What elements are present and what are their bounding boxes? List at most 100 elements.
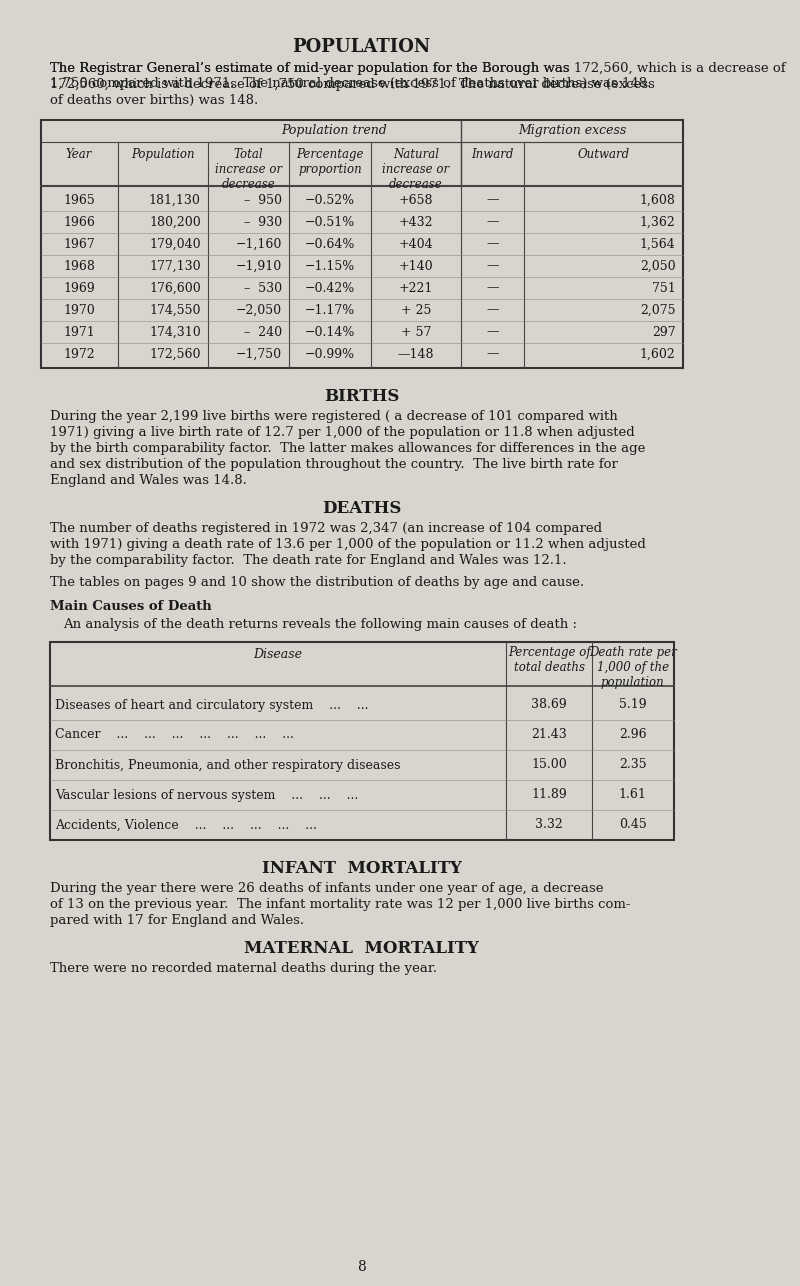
Text: 1970: 1970 <box>63 303 95 316</box>
Text: 2.35: 2.35 <box>619 759 646 772</box>
Text: 11.89: 11.89 <box>531 788 567 801</box>
Text: 1,362: 1,362 <box>639 216 675 229</box>
Text: −1.17%: −1.17% <box>305 303 355 316</box>
Text: Natural
increase or
decrease: Natural increase or decrease <box>382 148 450 192</box>
Text: –  240: – 240 <box>244 325 282 338</box>
Text: −0.52%: −0.52% <box>305 193 355 207</box>
Text: Year: Year <box>66 148 92 161</box>
Text: 0.45: 0.45 <box>619 818 646 832</box>
Text: —: — <box>486 238 499 251</box>
Text: –  530: – 530 <box>244 282 282 294</box>
Text: 3.32: 3.32 <box>535 818 563 832</box>
Text: Outward: Outward <box>578 148 630 161</box>
Text: 180,200: 180,200 <box>149 216 201 229</box>
Text: The Registrar General’s estimate of mid-year population for the Borough was: The Registrar General’s estimate of mid-… <box>50 62 570 75</box>
Text: with 1971) giving a death rate of 13.6 per 1,000 of the population or 11.2 when : with 1971) giving a death rate of 13.6 p… <box>50 538 646 550</box>
Text: 179,040: 179,040 <box>149 238 201 251</box>
Text: −1,160: −1,160 <box>236 238 282 251</box>
Text: Migration excess: Migration excess <box>518 123 626 138</box>
Text: + 25: + 25 <box>401 303 431 316</box>
Text: During the year there were 26 deaths of infants under one year of age, a decreas: During the year there were 26 deaths of … <box>50 882 603 895</box>
Text: Main Causes of Death: Main Causes of Death <box>50 601 211 613</box>
Text: There were no recorded maternal deaths during the year.: There were no recorded maternal deaths d… <box>50 962 437 975</box>
Text: of 13 on the previous year.  The infant mortality rate was 12 per 1,000 live bir: of 13 on the previous year. The infant m… <box>50 898 630 910</box>
Text: 174,550: 174,550 <box>150 303 201 316</box>
Text: by the birth comparability factor.  The latter makes allowances for differences : by the birth comparability factor. The l… <box>50 442 645 455</box>
Text: 1968: 1968 <box>63 260 95 273</box>
Text: 1965: 1965 <box>63 193 95 207</box>
Text: 172,560, which is a decrease of 1,750 compared with 1971.  The natural decrease : 172,560, which is a decrease of 1,750 co… <box>50 78 654 91</box>
Bar <box>50 642 674 840</box>
Text: 15.00: 15.00 <box>531 759 567 772</box>
Text: by the comparability factor.  The death rate for England and Wales was 12.1.: by the comparability factor. The death r… <box>50 554 566 567</box>
Text: Bronchitis, Pneumonia, and other respiratory diseases: Bronchitis, Pneumonia, and other respira… <box>55 759 401 772</box>
Text: Death rate per
1,000 of the
population: Death rate per 1,000 of the population <box>589 646 677 689</box>
Text: −1.15%: −1.15% <box>305 260 355 273</box>
Text: pared with 17 for England and Wales.: pared with 17 for England and Wales. <box>50 914 304 927</box>
Text: 5.19: 5.19 <box>619 698 646 711</box>
Text: 2,050: 2,050 <box>640 260 675 273</box>
Text: –  930: – 930 <box>244 216 282 229</box>
Text: 297: 297 <box>652 325 675 338</box>
Text: The number of deaths registered in 1972 was 2,347 (an increase of 104 compared: The number of deaths registered in 1972 … <box>50 522 602 535</box>
Text: +432: +432 <box>398 216 433 229</box>
Text: —: — <box>486 282 499 294</box>
Text: 2,075: 2,075 <box>640 303 675 316</box>
Text: 1.61: 1.61 <box>619 788 646 801</box>
Text: The Registrar General’s estimate of mid-year population for the Borough was 172,: The Registrar General’s estimate of mid-… <box>50 62 786 90</box>
Text: of deaths over births) was 148.: of deaths over births) was 148. <box>50 94 258 107</box>
Text: −0.51%: −0.51% <box>305 216 355 229</box>
Text: The tables on pages 9 and 10 show the distribution of deaths by age and cause.: The tables on pages 9 and 10 show the di… <box>50 576 584 589</box>
Text: 38.69: 38.69 <box>531 698 567 711</box>
Text: Population trend: Population trend <box>282 123 387 138</box>
Text: Inward: Inward <box>471 148 514 161</box>
Text: 1,602: 1,602 <box>639 347 675 360</box>
Text: Population: Population <box>131 148 194 161</box>
Text: and sex distribution of the population throughout the country.  The live birth r: and sex distribution of the population t… <box>50 458 618 471</box>
Text: −0.42%: −0.42% <box>305 282 355 294</box>
Text: 1,608: 1,608 <box>639 193 675 207</box>
Text: Cancer    ...    ...    ...    ...    ...    ...    ...: Cancer ... ... ... ... ... ... ... <box>55 728 294 742</box>
Text: An analysis of the death returns reveals the following main causes of death :: An analysis of the death returns reveals… <box>63 619 578 631</box>
Text: 172,560: 172,560 <box>150 347 201 360</box>
Text: Vascular lesions of nervous system    ...    ...    ...: Vascular lesions of nervous system ... .… <box>55 788 358 801</box>
Text: INFANT  MORTALITY: INFANT MORTALITY <box>262 860 462 877</box>
Text: +140: +140 <box>398 260 433 273</box>
Text: +221: +221 <box>398 282 433 294</box>
Text: Percentage
proportion: Percentage proportion <box>296 148 364 176</box>
Text: BIRTHS: BIRTHS <box>324 388 399 405</box>
Text: Percentage of
total deaths: Percentage of total deaths <box>508 646 590 674</box>
Text: +658: +658 <box>398 193 433 207</box>
Text: 1969: 1969 <box>63 282 95 294</box>
Text: –  950: – 950 <box>244 193 282 207</box>
Text: 177,130: 177,130 <box>149 260 201 273</box>
Text: —: — <box>486 216 499 229</box>
Text: —148: —148 <box>398 347 434 360</box>
Text: −2,050: −2,050 <box>236 303 282 316</box>
Text: −1,910: −1,910 <box>236 260 282 273</box>
Text: Disease: Disease <box>254 648 302 661</box>
Text: 751: 751 <box>651 282 675 294</box>
Text: + 57: + 57 <box>401 325 431 338</box>
Text: —: — <box>486 193 499 207</box>
Text: 174,310: 174,310 <box>149 325 201 338</box>
Text: 1971: 1971 <box>63 325 95 338</box>
Text: Accidents, Violence    ...    ...    ...    ...    ...: Accidents, Violence ... ... ... ... ... <box>55 818 317 832</box>
Text: 1967: 1967 <box>63 238 95 251</box>
Text: 181,130: 181,130 <box>149 193 201 207</box>
Text: Diseases of heart and circulatory system    ...    ...: Diseases of heart and circulatory system… <box>55 698 369 711</box>
Text: MATERNAL  MORTALITY: MATERNAL MORTALITY <box>244 940 479 957</box>
Bar <box>41 120 682 368</box>
Text: POPULATION: POPULATION <box>293 39 431 57</box>
Text: —: — <box>486 303 499 316</box>
Text: −0.14%: −0.14% <box>305 325 355 338</box>
Text: —: — <box>486 260 499 273</box>
Text: —: — <box>486 347 499 360</box>
Text: +404: +404 <box>398 238 433 251</box>
Text: 1966: 1966 <box>63 216 95 229</box>
Text: England and Wales was 14.8.: England and Wales was 14.8. <box>50 475 246 487</box>
Text: —: — <box>486 325 499 338</box>
Text: 1972: 1972 <box>63 347 95 360</box>
Text: 2.96: 2.96 <box>619 728 646 742</box>
Text: 21.43: 21.43 <box>531 728 567 742</box>
